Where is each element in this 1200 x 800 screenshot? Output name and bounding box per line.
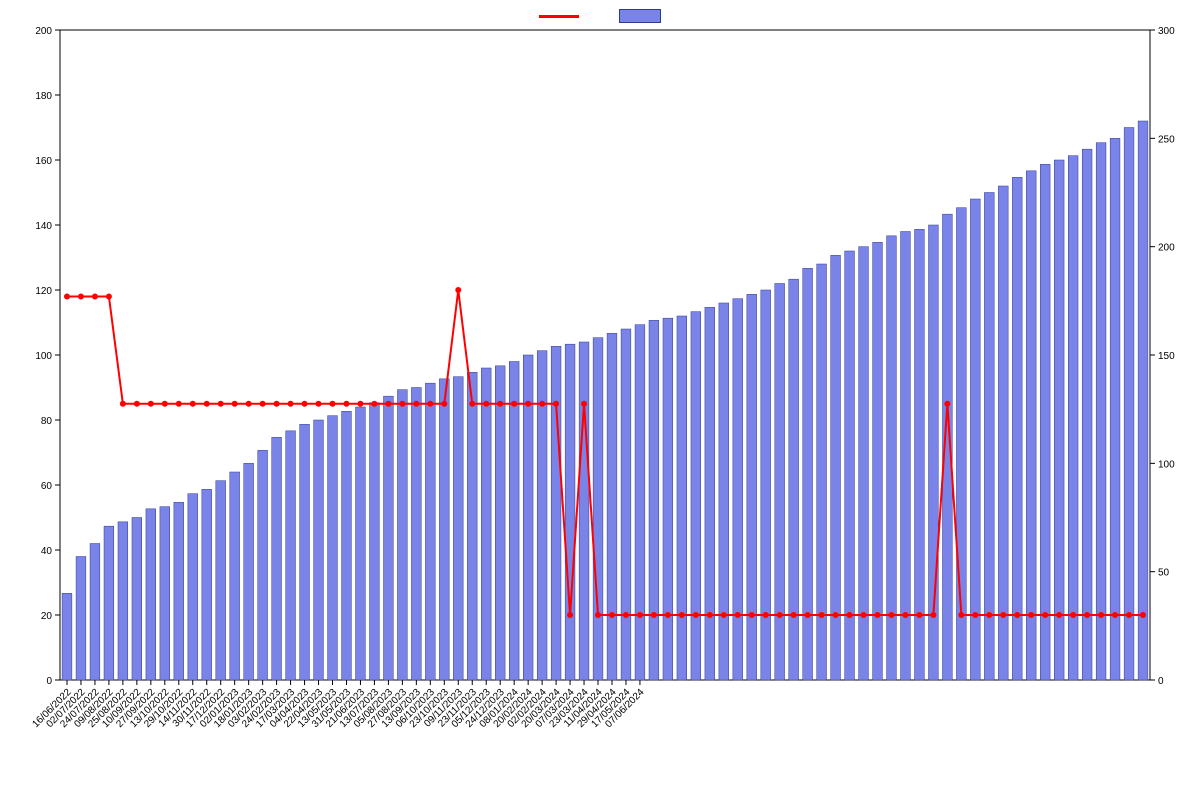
svg-text:50: 50 [1158,568,1170,579]
svg-text:250: 250 [1158,134,1175,145]
svg-text:200: 200 [1158,243,1175,254]
svg-text:100: 100 [1158,459,1175,470]
chart-container: 0 20 40 60 80 100 120 140 160 180 200 0 50 100 150 200 2… [0,0,1200,800]
legend-item-bar [619,8,661,23]
svg-text:200: 200 [35,26,52,37]
svg-text:160: 160 [35,156,52,167]
chart-svg: 0 20 40 60 80 100 120 140 160 180 200 0 50 100 150 200 2… [0,0,1200,800]
legend-swatch-bar [619,9,661,23]
svg-text:150: 150 [1158,351,1175,362]
legend-swatch-line [539,15,579,18]
svg-text:40: 40 [41,546,53,557]
svg-text:80: 80 [41,416,53,427]
svg-text:100: 100 [35,351,52,362]
svg-text:0: 0 [1158,676,1164,687]
legend-item-line [539,8,579,22]
svg-text:300: 300 [1158,26,1175,37]
svg-text:60: 60 [41,481,53,492]
svg-text:20: 20 [41,611,53,622]
legend [539,8,661,23]
svg-text:120: 120 [35,286,52,297]
svg-text:0: 0 [46,676,52,687]
svg-text:180: 180 [35,91,52,102]
svg-text:140: 140 [35,221,52,232]
